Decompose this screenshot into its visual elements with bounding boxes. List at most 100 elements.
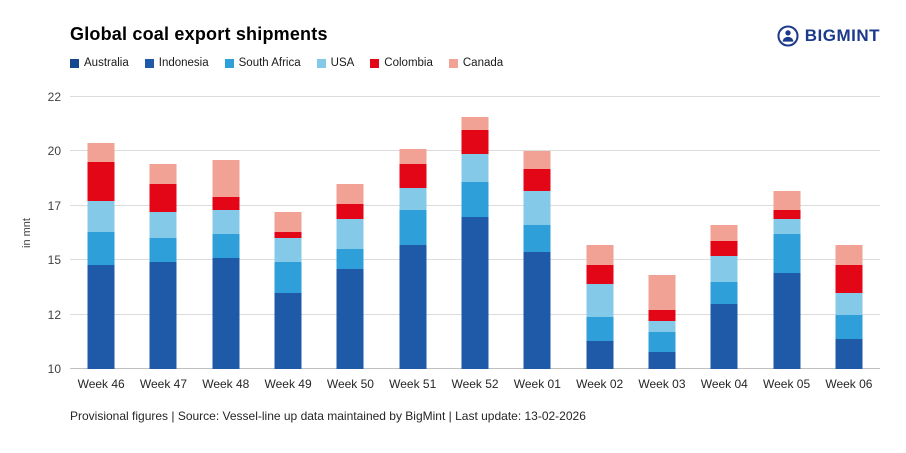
bar-week-50 [319, 97, 381, 369]
bar-segment-south-africa [773, 234, 801, 274]
bar-segment-colombia [710, 240, 738, 256]
x-tick-label: Week 48 [202, 377, 250, 391]
bar-segment-colombia [835, 264, 863, 293]
x-tick-label: Week 04 [700, 377, 748, 391]
legend-item-colombia: Colombia [370, 57, 433, 69]
x-tick-label: Week 05 [763, 377, 811, 391]
legend-label: Australia [84, 57, 129, 69]
bar-week-01 [506, 97, 568, 369]
x-tick-label: Week 47 [139, 377, 188, 391]
bar-segment-indonesia [212, 258, 240, 369]
bar-week-46 [70, 97, 132, 369]
bar-segment-usa [773, 218, 801, 235]
bar-week-52 [444, 97, 506, 369]
bar-week-48 [195, 97, 257, 369]
legend-label: South Africa [238, 57, 301, 69]
bar-segment-colombia [399, 164, 427, 189]
x-tick-label: Week 51 [389, 377, 437, 391]
legend-swatch-australia [70, 58, 79, 68]
bar-week-02 [569, 97, 631, 369]
bar-segment-usa [274, 238, 302, 263]
bar-segment-canada [461, 116, 489, 130]
legend-label: Canada [462, 57, 504, 69]
bar-segment-indonesia [523, 251, 551, 369]
bar-segment-canada [274, 212, 302, 232]
bigmint-logo: BIGMINT [777, 25, 880, 47]
bar-segment-indonesia [835, 338, 863, 369]
bar-segment-canada [586, 244, 614, 265]
bar-segment-south-africa [586, 316, 614, 341]
bar-segment-usa [87, 201, 115, 232]
y-tick-label: 15 [47, 253, 61, 268]
bar-segment-indonesia [274, 292, 302, 369]
bar-segment-canada [87, 142, 115, 163]
bar-segment-usa [648, 321, 676, 333]
legend-label: USA [330, 57, 355, 69]
bar-segment-south-africa [461, 181, 489, 217]
y-tick-label: 10 [47, 362, 61, 376]
bar-segment-south-africa [336, 249, 364, 269]
x-tick-label: Week 49 [264, 377, 312, 391]
bar-segment-indonesia [710, 303, 738, 369]
bar-week-05 [755, 97, 817, 369]
bar-segment-south-africa [212, 234, 240, 259]
bar-segment-indonesia [648, 351, 676, 369]
bar-segment-usa [523, 190, 551, 226]
bar-segment-canada [773, 190, 801, 211]
legend-swatch-south-africa [224, 58, 234, 68]
bar-week-04 [693, 97, 755, 369]
x-tick-label: Week 01 [513, 377, 561, 391]
bar-segment-canada [523, 151, 551, 169]
bar-segment-south-africa [710, 281, 738, 304]
x-axis-labels: Week 46 Week 47 Week 48 Week 49 Week 50 Week … [70, 377, 880, 391]
bar-segment-canada [710, 225, 738, 241]
bar-segment-colombia [586, 264, 614, 285]
x-tick-label: Week 03 [638, 377, 686, 391]
bar-segment-colombia [274, 231, 302, 239]
bar-week-49 [257, 97, 319, 369]
bar-week-51 [382, 97, 444, 369]
legend-item-australia: Australia [70, 57, 129, 69]
bar-segment-south-africa [149, 238, 177, 263]
legend-swatch-usa [316, 58, 326, 68]
bar-segment-canada [399, 149, 427, 165]
bar-segment-indonesia [399, 244, 427, 369]
bar-segment-indonesia [773, 273, 801, 369]
legend-item-indonesia: Indonesia [144, 57, 209, 69]
bar-segment-canada [336, 184, 364, 204]
bar-segment-south-africa [87, 231, 115, 265]
bar-segment-colombia [773, 210, 801, 219]
gridline [70, 96, 880, 97]
bar-segment-canada [835, 244, 863, 265]
bar-segment-usa [586, 284, 614, 317]
bar-segment-canada [212, 160, 240, 198]
bar-segment-indonesia [586, 340, 614, 369]
bar-segment-usa [149, 212, 177, 239]
legend-item-usa: USA [316, 57, 355, 69]
bar-week-06 [818, 97, 880, 369]
legend-swatch-indonesia [144, 58, 154, 68]
bar-segment-usa [336, 218, 364, 250]
bar-segment-usa [835, 292, 863, 315]
bar-segment-indonesia [336, 268, 364, 369]
bar-segment-south-africa [835, 314, 863, 339]
chart-area: in mnt 10 12 15 17 20 22 Week 46 Week 47 Week 4… [21, 90, 880, 391]
bar-segment-south-africa [523, 225, 551, 252]
bar-segment-colombia [648, 310, 676, 322]
x-tick-label: Week 46 [77, 377, 125, 391]
legend-swatch-canada [448, 58, 458, 68]
bar-week-47 [132, 97, 194, 369]
legend-item-south-africa: South Africa [224, 57, 301, 69]
bar-segment-canada [149, 164, 177, 185]
legend-label: Indonesia [158, 57, 209, 69]
x-tick-label: Week 50 [326, 377, 374, 391]
bar-segment-indonesia [461, 216, 489, 369]
bar-segment-colombia [149, 184, 177, 213]
bar-segment-usa [461, 153, 489, 182]
page-title: Global coal export shipments [70, 24, 328, 44]
legend-item-canada: Canada [448, 57, 504, 69]
header: Global coal export shipments BIGMINT [70, 24, 880, 47]
bar-segment-colombia [336, 203, 364, 219]
legend-swatch-colombia [370, 58, 380, 68]
